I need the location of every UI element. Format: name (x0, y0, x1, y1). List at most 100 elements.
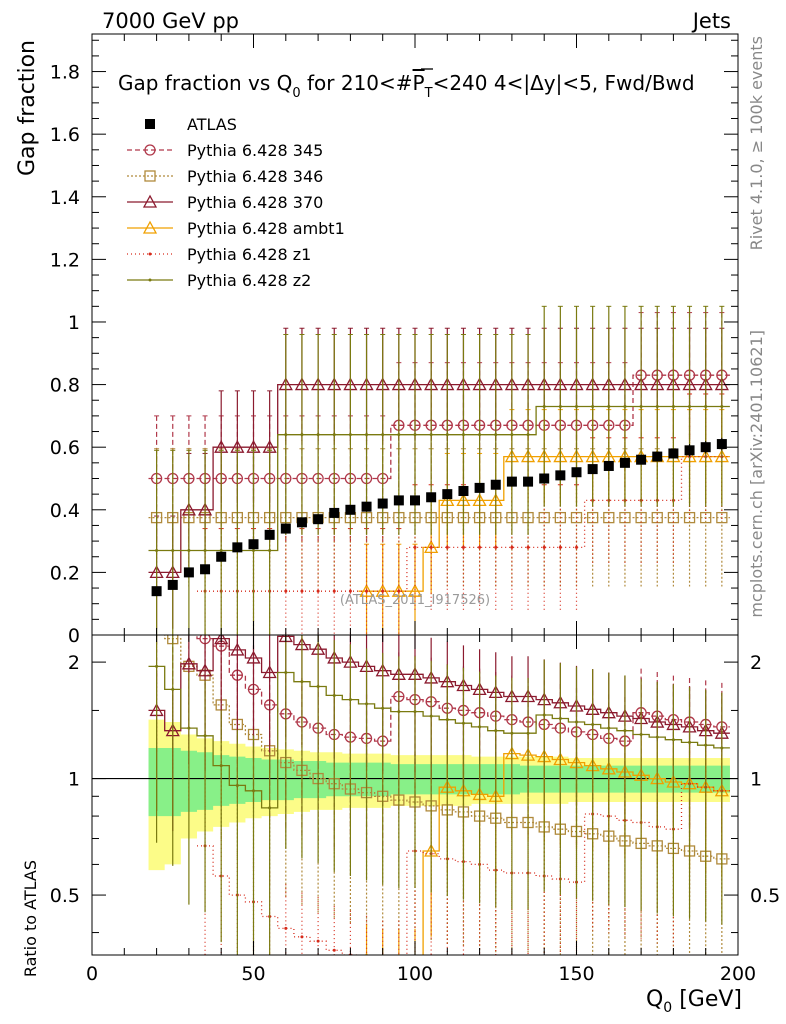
series-marker (316, 589, 320, 593)
atlas-point (426, 492, 437, 503)
atlas-point (393, 495, 404, 506)
atlas-point (313, 514, 324, 525)
atlas-point (296, 517, 307, 528)
atlas-point (619, 457, 630, 468)
series-marker (700, 511, 712, 524)
series-5-top (148, 305, 730, 635)
y-tick-label: 0.2 (50, 562, 80, 584)
series-line (148, 405, 730, 552)
y-tick-label: 0.6 (50, 437, 80, 459)
series-ratio-marker (316, 684, 320, 688)
series-marker (575, 545, 578, 549)
series-marker (688, 404, 692, 408)
series-marker (461, 545, 465, 549)
series-ratio-marker (704, 743, 708, 747)
header-right: Jets (691, 9, 731, 33)
atlas-data (151, 437, 727, 597)
series-marker (365, 433, 369, 437)
x-axis-label: Q0 [GeV] (646, 987, 742, 1016)
series-marker (268, 548, 272, 552)
x-tick-label: 50 (241, 963, 265, 985)
title-q-sub: 0 (292, 86, 300, 101)
series-ratio-line (196, 635, 730, 742)
series-marker (219, 548, 223, 552)
series-ratio-marker (365, 952, 368, 955)
ratio-y-tick-label: 0.5 (50, 885, 80, 907)
series-marker (570, 511, 583, 524)
series-ratio-marker (542, 713, 546, 717)
title-pre: Gap fraction vs Q (118, 71, 292, 95)
atlas-point (442, 489, 453, 500)
legend-label: Pythia 6.428 z1 (187, 245, 311, 264)
series-ratio-marker (268, 806, 272, 810)
series-marker (155, 548, 159, 552)
series-marker (284, 433, 288, 437)
series-line (148, 374, 730, 480)
atlas-point (555, 470, 566, 481)
series-marker (510, 545, 514, 549)
series-ratio-marker (478, 725, 482, 729)
atlas-point (264, 529, 275, 540)
series-marker (655, 404, 659, 408)
legend-marker (144, 144, 156, 156)
series-ratio-marker (246, 650, 261, 664)
series-ratio-marker (181, 656, 196, 670)
x-tick-label: 100 (397, 963, 433, 985)
atlas-point (636, 454, 647, 465)
series-ratio-line (422, 752, 730, 955)
series-marker (716, 511, 728, 524)
series-ratio-marker (720, 746, 724, 750)
atlas-point (167, 579, 178, 590)
series-ratio-marker (197, 663, 213, 677)
series-marker (538, 511, 550, 524)
series-ratio-marker (591, 722, 595, 726)
series-marker (413, 433, 417, 437)
series-marker (683, 511, 696, 524)
ratio-y-tick-label-right: 1 (750, 769, 762, 791)
series-marker (591, 404, 595, 408)
series-marker (478, 545, 482, 549)
atlas-point (587, 464, 598, 475)
x-tick-label: 150 (558, 963, 594, 985)
series-marker (332, 433, 336, 437)
legend-marker (148, 252, 152, 256)
series-ratio-marker (510, 731, 514, 735)
series-marker (704, 404, 708, 408)
series-ratio-marker (219, 764, 223, 768)
series-ratio-marker (381, 963, 384, 966)
title-pt: P (413, 71, 425, 95)
legend-label: Pythia 6.428 346 (187, 167, 323, 186)
atlas-point (377, 498, 388, 509)
series-ratio-marker (300, 935, 304, 939)
series-ratio-marker (230, 642, 245, 656)
series-marker (300, 433, 304, 437)
series-ratio-line (148, 665, 730, 809)
atlas-point (248, 539, 259, 550)
series-ratio-line (164, 635, 730, 860)
series-marker (554, 511, 566, 524)
y-tick-label: 1.2 (50, 249, 80, 271)
legend-label: Pythia 6.428 z2 (187, 271, 311, 290)
series-ratio-marker (365, 702, 369, 706)
series-marker (558, 404, 562, 408)
series-ratio-marker (332, 948, 336, 952)
legend-atlas-label: ATLAS (187, 115, 237, 134)
series-marker (187, 548, 191, 552)
series-ratio-marker (377, 959, 389, 970)
atlas-point (700, 442, 711, 453)
series-ratio-marker (639, 732, 643, 736)
title-mid: for 210<# (301, 71, 413, 95)
series-marker (316, 433, 320, 437)
series-marker (478, 433, 482, 437)
atlas-point (668, 448, 679, 459)
series-marker (445, 545, 449, 549)
series-ratio-marker (381, 706, 385, 710)
series-ratio-marker (445, 718, 449, 722)
atlas-point (410, 495, 420, 506)
rivet-label: Rivet 4.1.0, ≥ 100k events (747, 36, 766, 250)
series-marker (720, 404, 724, 408)
legend-label: Pythia 6.428 ambt1 (187, 219, 345, 238)
ratio-y-tick-label: 2 (68, 652, 80, 674)
series-ratio-marker (413, 710, 417, 714)
x-axis-label-unit: [GeV] (672, 987, 742, 1012)
